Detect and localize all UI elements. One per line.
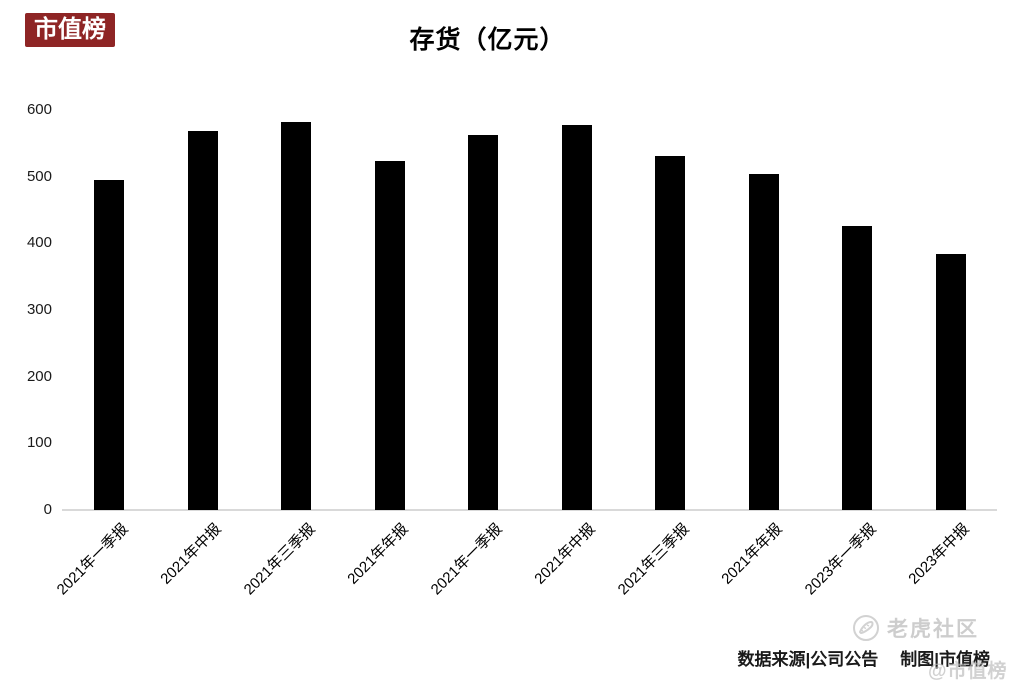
y-axis-label: 200 [26,367,52,385]
bar [374,160,405,510]
data-source-label: 数据来源|公司公告 [737,650,879,669]
x-axis-label: 2021年中报 [157,520,225,588]
bar [561,124,592,510]
brand-logo: 市值榜 [25,13,115,47]
watermark-text: 老虎社区 [887,618,979,641]
chart-title: 存货（亿元） [409,26,566,54]
x-axis-label: 2023年中报 [905,520,973,588]
bar [655,156,685,510]
footer-credits: 数据来源|公司公告 制图|市值榜 [737,645,990,670]
bar [187,131,218,510]
x-axis-label: 2021年一季报 [427,520,506,599]
bar [94,180,124,510]
tiger-icon [852,614,880,642]
bar [842,226,872,510]
x-axis-label: 2021年年报 [718,520,786,588]
bar [281,122,311,510]
y-axis-label: 300 [26,301,52,318]
x-axis-label: 2021年年报 [344,520,412,588]
x-axis-label: 2023年一季报 [801,520,880,599]
community-watermark: 老虎社区 [852,613,979,643]
brand-logo-text: 市值榜 [34,16,106,43]
bar [748,174,779,510]
x-axis-label: 2021年三季报 [240,520,319,599]
chart-credit-label: 制图|市值榜 [900,650,990,669]
watermark-overlay: @市值榜 [928,661,1008,682]
x-axis-line [62,509,997,511]
bar [468,135,498,510]
bar [935,254,966,510]
x-axis-label: 2021年一季报 [53,520,132,599]
x-axis-label: 2021年三季报 [614,520,693,599]
y-axis-label: 500 [26,167,52,185]
x-axis-label: 2021年中报 [531,520,599,588]
y-axis-label: 400 [26,234,52,252]
y-axis-label: 0 [43,501,52,518]
y-axis-label: 100 [26,434,52,452]
y-axis-label: 600 [26,101,52,118]
